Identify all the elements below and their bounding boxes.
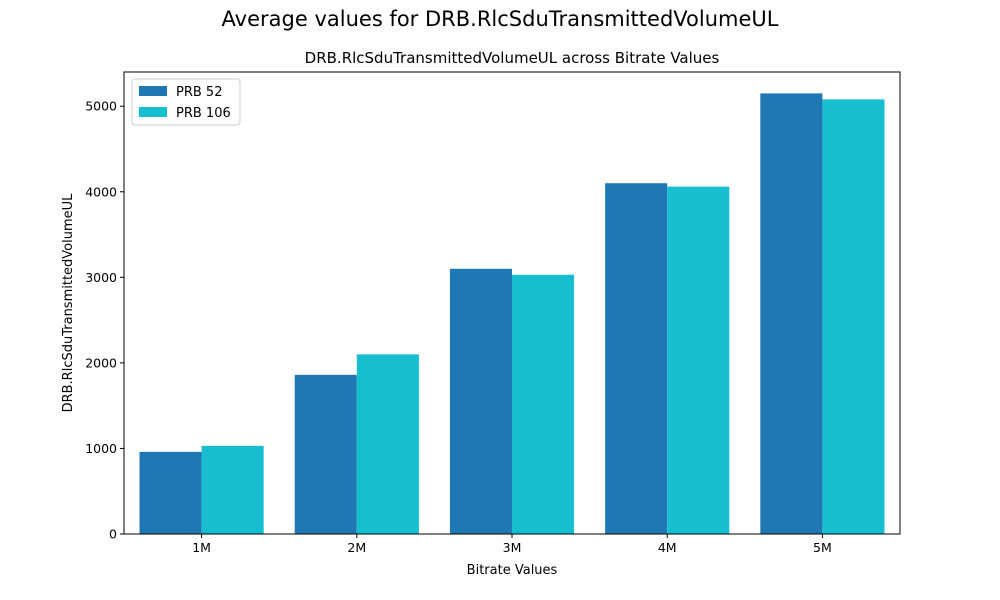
bar-prb-106-1m — [201, 445, 264, 534]
x-tick-label: 3M — [503, 540, 522, 555]
legend-swatch-prb-106 — [139, 107, 167, 117]
legend-label: PRB 106 — [176, 106, 231, 121]
y-axis-label: DRB.RlcSduTransmittedVolumeUL — [61, 193, 76, 413]
bar-prb-106-5m — [822, 99, 885, 534]
x-tick-label: 1M — [192, 540, 211, 555]
x-tick-label: 2M — [347, 540, 366, 555]
y-tick-label: 1000 — [85, 441, 117, 456]
y-tick-label: 0 — [109, 527, 117, 542]
legend-swatch-prb-52 — [139, 86, 167, 96]
figure-suptitle: Average values for DRB.RlcSduTransmitted… — [221, 7, 779, 31]
legend-label: PRB 52 — [176, 85, 222, 100]
bar-prb-52-1m — [139, 451, 202, 534]
bar-prb-52-3m — [449, 268, 512, 534]
y-tick-label: 5000 — [85, 99, 117, 114]
bar-prb-52-4m — [605, 183, 668, 534]
x-tick-label: 4M — [658, 540, 677, 555]
y-tick-label: 4000 — [85, 184, 117, 199]
y-tick-label: 2000 — [85, 355, 117, 370]
bar-prb-52-2m — [294, 374, 357, 534]
chart-title: DRB.RlcSduTransmittedVolumeUL across Bit… — [305, 49, 720, 67]
bar-prb-106-4m — [667, 186, 730, 534]
x-axis-label: Bitrate Values — [467, 563, 558, 578]
bar-prb-52-5m — [760, 93, 823, 534]
bar-prb-106-2m — [356, 354, 419, 534]
bar-prb-106-3m — [512, 274, 575, 534]
x-tick-label: 5M — [813, 540, 832, 555]
y-tick-label: 3000 — [85, 270, 117, 285]
